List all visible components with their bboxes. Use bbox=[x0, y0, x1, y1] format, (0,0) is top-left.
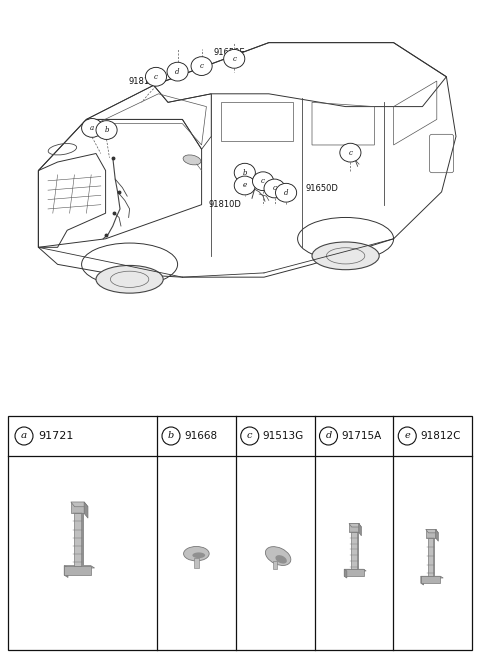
Circle shape bbox=[398, 427, 416, 445]
Polygon shape bbox=[344, 569, 366, 571]
Ellipse shape bbox=[183, 155, 201, 165]
Circle shape bbox=[96, 121, 117, 140]
Polygon shape bbox=[344, 569, 347, 578]
Bar bbox=[273, 561, 277, 569]
Ellipse shape bbox=[183, 546, 209, 561]
Bar bbox=[71, 502, 84, 514]
Text: 91812C: 91812C bbox=[420, 431, 461, 441]
Text: b: b bbox=[242, 169, 247, 176]
Text: b: b bbox=[168, 432, 174, 440]
Circle shape bbox=[320, 427, 337, 445]
Text: 91513G: 91513G bbox=[263, 431, 304, 441]
Bar bbox=[433, 538, 435, 576]
Polygon shape bbox=[71, 502, 88, 506]
Circle shape bbox=[340, 143, 361, 162]
Circle shape bbox=[264, 179, 285, 198]
Text: a: a bbox=[21, 432, 27, 440]
Circle shape bbox=[167, 62, 188, 81]
Polygon shape bbox=[435, 529, 438, 541]
Circle shape bbox=[224, 49, 245, 68]
Text: 91810D: 91810D bbox=[209, 200, 241, 209]
Circle shape bbox=[82, 119, 103, 137]
Bar bbox=[81, 514, 84, 565]
Bar bbox=[426, 529, 435, 538]
Polygon shape bbox=[64, 565, 68, 577]
Polygon shape bbox=[64, 565, 91, 575]
Bar bbox=[428, 538, 433, 576]
Circle shape bbox=[276, 183, 297, 202]
Text: 91668: 91668 bbox=[184, 431, 217, 441]
Polygon shape bbox=[64, 565, 95, 568]
Bar bbox=[194, 558, 199, 567]
Polygon shape bbox=[421, 576, 443, 578]
Bar bbox=[349, 523, 359, 532]
Circle shape bbox=[241, 427, 259, 445]
Circle shape bbox=[234, 176, 255, 195]
Text: d: d bbox=[325, 432, 332, 440]
Text: 91650E: 91650E bbox=[214, 47, 245, 56]
Polygon shape bbox=[84, 502, 88, 518]
Text: c: c bbox=[348, 149, 352, 157]
Text: d: d bbox=[175, 68, 180, 75]
Circle shape bbox=[145, 68, 167, 86]
Text: e: e bbox=[243, 182, 247, 190]
Text: c: c bbox=[200, 62, 204, 70]
Text: 91715A: 91715A bbox=[341, 431, 382, 441]
Ellipse shape bbox=[265, 546, 291, 565]
Circle shape bbox=[15, 427, 33, 445]
Text: a: a bbox=[90, 124, 94, 132]
Text: 91810E: 91810E bbox=[129, 77, 160, 85]
Polygon shape bbox=[359, 523, 361, 536]
Bar bbox=[351, 532, 357, 569]
Text: 91721: 91721 bbox=[38, 431, 73, 441]
Ellipse shape bbox=[96, 266, 163, 293]
Circle shape bbox=[191, 56, 212, 75]
Ellipse shape bbox=[276, 555, 287, 564]
Text: e: e bbox=[404, 432, 410, 440]
Polygon shape bbox=[344, 569, 363, 576]
Ellipse shape bbox=[192, 552, 205, 558]
Text: c: c bbox=[261, 177, 265, 185]
Text: c: c bbox=[154, 73, 158, 81]
Bar bbox=[357, 532, 359, 569]
Text: b: b bbox=[104, 126, 109, 134]
Text: c: c bbox=[273, 184, 276, 192]
Circle shape bbox=[252, 172, 274, 191]
Polygon shape bbox=[426, 529, 438, 533]
Circle shape bbox=[162, 427, 180, 445]
Text: d: d bbox=[284, 189, 288, 197]
Text: 91650D: 91650D bbox=[305, 184, 338, 193]
Ellipse shape bbox=[312, 242, 379, 270]
Polygon shape bbox=[421, 576, 441, 583]
Polygon shape bbox=[349, 523, 361, 527]
Bar bbox=[74, 514, 81, 565]
Polygon shape bbox=[421, 576, 424, 585]
Text: c: c bbox=[247, 432, 252, 440]
Text: c: c bbox=[232, 55, 236, 63]
Circle shape bbox=[234, 163, 255, 182]
